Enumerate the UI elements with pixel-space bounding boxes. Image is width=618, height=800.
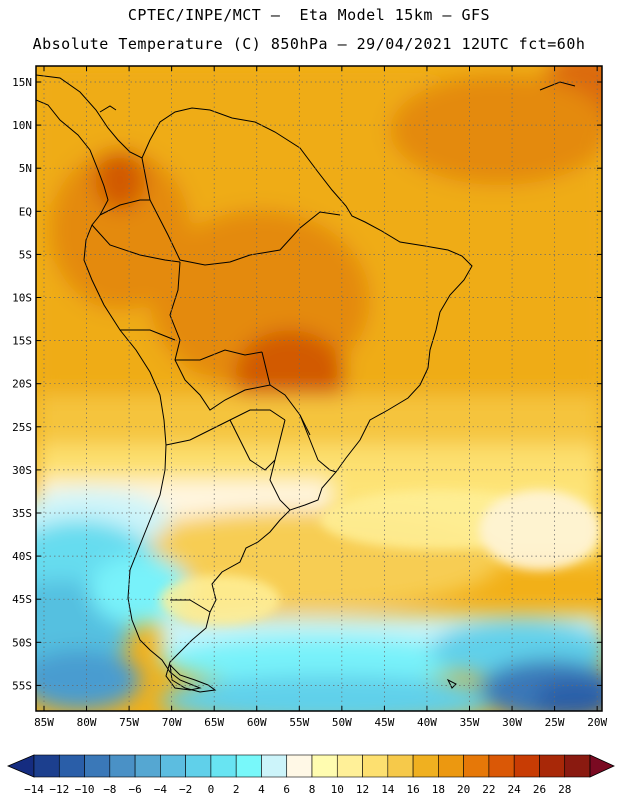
colorbar-label: 24	[508, 783, 522, 796]
lat-tick-label: 10S	[12, 292, 32, 305]
lat-tick-label: 30S	[12, 464, 32, 477]
temperature-field	[36, 66, 602, 711]
coastline	[36, 74, 576, 693]
colorbar-label: −6	[128, 783, 141, 796]
colorbar-segment	[235, 754, 262, 778]
colorbar-low-arrow	[6, 754, 35, 778]
lat-tick-label: 55S	[12, 679, 32, 692]
lat-tick-label: 40S	[12, 550, 32, 563]
lat-tick-label: 45S	[12, 593, 32, 606]
colorbar-segment	[185, 754, 212, 778]
lat-tick-label: 25S	[12, 421, 32, 434]
colorbar-label: 8	[309, 783, 316, 796]
lon-tick-label: 35W	[460, 716, 480, 729]
colorbar-label: 14	[381, 783, 395, 796]
colorbar-segment	[286, 754, 313, 778]
lon-tick-label: 60W	[247, 716, 267, 729]
colorbar-segment	[336, 754, 363, 778]
colorbar-label: −14	[24, 783, 44, 796]
colorbar-label: −4	[154, 783, 168, 796]
lat-tick-label: 35S	[12, 507, 32, 520]
colorbar-label: 12	[356, 783, 369, 796]
colorbar-label: −10	[75, 783, 95, 796]
lat-tick-label: 10N	[12, 119, 32, 132]
lat-tick-label: 15N	[12, 76, 32, 89]
colorbar-segment	[362, 754, 389, 778]
colorbar: −14 −12 −10 −8 −6 −4 −2 0 2 4 6 8 10 12 14 16 18 20 22 24 26…	[6, 754, 615, 796]
colorbar-label: −12	[49, 783, 69, 796]
colorbar-label: 16	[406, 783, 419, 796]
lat-tick-label: 50S	[12, 636, 32, 649]
colorbar-segment	[438, 754, 464, 778]
lon-tick-label: 50W	[332, 716, 352, 729]
colorbar-label: 26	[533, 783, 546, 796]
colorbar-segment	[160, 754, 186, 778]
latitude-ticks: 15N 10N 5N EQ 5S 10S 15S 20S 25S 30S 35S 40S 45S 50S 5…	[12, 76, 602, 692]
lat-tick-label: 15S	[12, 335, 32, 348]
colorbar-label: 6	[283, 783, 290, 796]
colorbar-label: 2	[233, 783, 240, 796]
lon-tick-label: 85W	[34, 716, 54, 729]
lon-tick-label: 70W	[162, 716, 182, 729]
colorbar-high-arrow	[589, 754, 615, 778]
colorbar-segment	[210, 754, 237, 778]
lon-tick-label: 65W	[204, 716, 224, 729]
colorbar-label: −2	[179, 783, 192, 796]
lat-tick-label: 5S	[19, 248, 32, 261]
lon-tick-label: 25W	[545, 716, 565, 729]
colorbar-segment	[513, 754, 540, 778]
colorbar-label: 18	[432, 783, 445, 796]
colorbar-segment	[109, 754, 136, 778]
lon-tick-label: 40W	[417, 716, 437, 729]
colorbar-segment	[463, 754, 490, 778]
colorbar-label: 0	[208, 783, 215, 796]
lon-tick-label: 80W	[77, 716, 97, 729]
colorbar-label: 20	[457, 783, 470, 796]
colorbar-label: 22	[482, 783, 495, 796]
map-title-line1: CPTEC/INPE/MCT – Eta Model 15km – GFS	[127, 6, 491, 24]
colorbar-label: 4	[258, 783, 265, 796]
map-frame	[35, 65, 603, 712]
colorbar-segment	[134, 754, 161, 778]
lon-tick-label: 20W	[587, 716, 607, 729]
lon-tick-label: 55W	[289, 716, 309, 729]
lat-tick-label: 20S	[12, 378, 32, 391]
longitude-ticks: 85W 80W 75W 70W 65W 60W 55W 50W 45W 40W 35W 30W 25W 2…	[34, 66, 607, 729]
colorbar-label: −8	[103, 783, 116, 796]
colorbar-segment	[311, 754, 338, 778]
lon-tick-label: 45W	[374, 716, 394, 729]
colorbar-segment	[539, 754, 566, 778]
lon-tick-label: 30W	[502, 716, 522, 729]
colorbar-segment	[412, 754, 439, 778]
map-title-line2: Absolute Temperature (C) 850hPa – 29/04/…	[32, 35, 586, 53]
colorbar-segment	[261, 754, 288, 778]
colorbar-label: 28	[558, 783, 571, 796]
colorbar-segment	[488, 754, 515, 778]
colorbar-segment	[387, 754, 414, 778]
colorbar-label: 10	[331, 783, 344, 796]
colorbar-segment	[84, 754, 111, 778]
colorbar-segment	[564, 754, 591, 778]
lat-tick-label: 5N	[19, 162, 32, 175]
lat-tick-label: EQ	[19, 205, 32, 218]
lon-tick-label: 75W	[119, 716, 139, 729]
colorbar-segment	[33, 754, 60, 778]
colorbar-segment	[58, 754, 85, 778]
